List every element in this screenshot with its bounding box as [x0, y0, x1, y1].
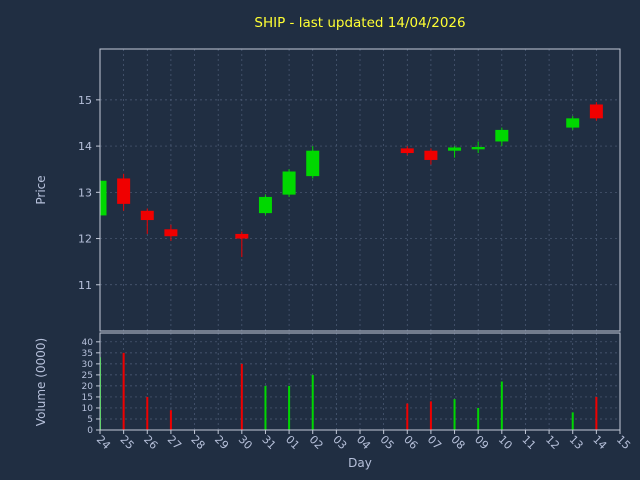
tick-label: 30 — [236, 433, 255, 452]
gridlines — [99, 49, 621, 430]
x-axis-label: Day — [348, 456, 372, 470]
tick-label: 01 — [283, 433, 302, 452]
tick-label: 27 — [165, 433, 184, 452]
tick-label: 25 — [118, 433, 137, 452]
tick-label: 07 — [425, 433, 444, 452]
tick-label: 35 — [82, 349, 93, 359]
tick-label: 12 — [78, 233, 92, 246]
candlestick-day-13 — [566, 116, 580, 130]
tick-label: 04 — [354, 433, 373, 452]
tick-label: 29 — [212, 433, 231, 452]
candlestick-day-27 — [164, 224, 178, 241]
tick-label: 05 — [378, 433, 397, 452]
tick-label: 30 — [82, 360, 94, 370]
candlestick-day-09 — [471, 141, 485, 154]
candlestick-day-06 — [400, 146, 414, 156]
tick-label: 11 — [519, 433, 538, 452]
tick-label: 13 — [78, 186, 92, 199]
volume-axis-label: Volume (0000) — [34, 338, 48, 426]
tick-label: 06 — [401, 433, 420, 452]
chart-title: SHIP - last updated 14/04/2026 — [254, 15, 465, 31]
candlestick-day-24 — [100, 178, 107, 218]
tick-label: 40 — [82, 338, 94, 348]
tick-label: 24 — [94, 433, 113, 452]
tick-label: 28 — [188, 433, 207, 452]
tick-label: 12 — [543, 433, 562, 452]
tick-marks — [96, 99, 621, 434]
candlestick-day-07 — [424, 148, 438, 165]
candlestick-day-08 — [448, 146, 462, 158]
tick-label: 09 — [472, 433, 491, 452]
tick-label: 15 — [614, 433, 633, 452]
tick-label: 14 — [78, 140, 92, 153]
candlestick-day-25 — [117, 173, 131, 211]
tick-label: 08 — [448, 433, 467, 452]
tick-label: 31 — [259, 433, 278, 452]
tick-label: 15 — [78, 94, 92, 107]
tick-label: 03 — [330, 433, 349, 452]
candlestick-day-10 — [495, 127, 509, 147]
volume-bars — [100, 352, 598, 430]
tick-label: 0 — [87, 426, 93, 436]
tick-label: 13 — [567, 433, 586, 452]
tick-label: 5 — [87, 415, 93, 425]
candlestick-day-31 — [258, 194, 272, 216]
candlestick-day-14 — [589, 102, 603, 121]
tick-label: 02 — [307, 433, 326, 452]
candlestick-day-30 — [235, 231, 249, 258]
tick-label: 10 — [496, 433, 515, 452]
candles — [100, 102, 603, 258]
tick-label: 20 — [82, 382, 94, 392]
tick-label: 14 — [590, 433, 609, 452]
candlestick-day-01 — [282, 169, 296, 197]
tick-label: 10 — [82, 404, 94, 414]
candlestick-day-02 — [306, 146, 320, 179]
tick-label: 25 — [82, 371, 93, 381]
tick-label: 11 — [78, 279, 92, 292]
price-axis-label: Price — [34, 175, 48, 204]
tick-label: 15 — [82, 393, 93, 403]
tick-label: 26 — [141, 433, 160, 452]
candlestick-day-26 — [140, 208, 154, 234]
